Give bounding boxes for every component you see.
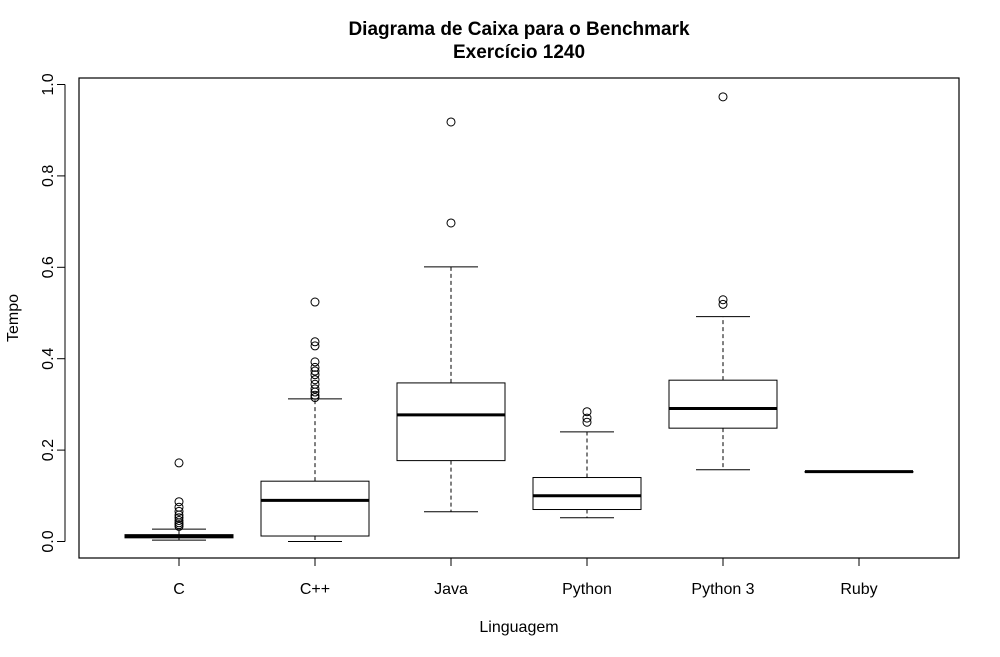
y-tick-label: 0.2 [40,439,57,461]
outlier-point [310,375,320,385]
outlier-point [310,393,320,403]
outlier-point [718,295,728,305]
outlier-point [310,384,320,394]
outlier-point [310,297,320,307]
y-axis-label: Tempo [5,294,22,342]
outlier-point [310,362,320,372]
chart-subtitle: Exercício 1240 [453,42,585,63]
outlier-point [446,218,456,228]
y-tick-label: 0.8 [40,165,57,187]
outlier-point [174,506,184,516]
x-tick-label: Python 3 [691,581,754,598]
outlier-point [310,379,320,389]
chart-title: Diagrama de Caixa para o Benchmark [348,19,690,40]
plot-frame [78,77,960,559]
y-tick-label: 0.4 [40,347,57,369]
box-ruby [804,470,914,474]
box-python-3 [668,92,778,471]
y-tick-label: 0.6 [40,256,57,278]
x-tick-label: Ruby [840,581,877,598]
box-iqr [668,379,778,429]
x-axis-label: Linguagem [479,619,558,636]
y-tick-label: 0.0 [40,530,57,552]
box-iqr [396,382,506,462]
outlier-point [582,413,592,423]
outlier-point [174,513,184,523]
outlier-point [174,497,184,507]
outlier-point [174,515,184,525]
y-axis: 0.0 0.2 0.4 0.6 0.8 1.0 [40,73,66,553]
x-tick-label: Java [434,581,468,598]
outlier-point [310,341,320,351]
outlier-point [310,370,320,380]
outlier-point [310,387,320,397]
x-axis: C C++ Java Python Python 3 Ruby [173,557,878,598]
box-python [532,407,642,519]
y-tick-label: 1.0 [40,73,57,95]
outlier-point [174,521,184,531]
outlier-point [718,92,728,102]
x-tick-label: C [173,581,185,598]
box-iqr [260,480,370,537]
box-java [396,117,506,513]
outlier-point [582,417,592,427]
outlier-point [582,407,592,417]
outlier-point [310,357,320,367]
outlier-point [310,337,320,347]
box-series [124,92,914,542]
outlier-point [310,390,320,400]
x-tick-label: Python [562,581,612,598]
outlier-point [174,458,184,468]
outlier-point [718,299,728,309]
box-c [124,458,234,541]
outlier-point [446,117,456,127]
box-c- [260,297,370,542]
x-tick-label: C++ [300,581,330,598]
outlier-point [310,366,320,376]
box-iqr [532,477,642,511]
